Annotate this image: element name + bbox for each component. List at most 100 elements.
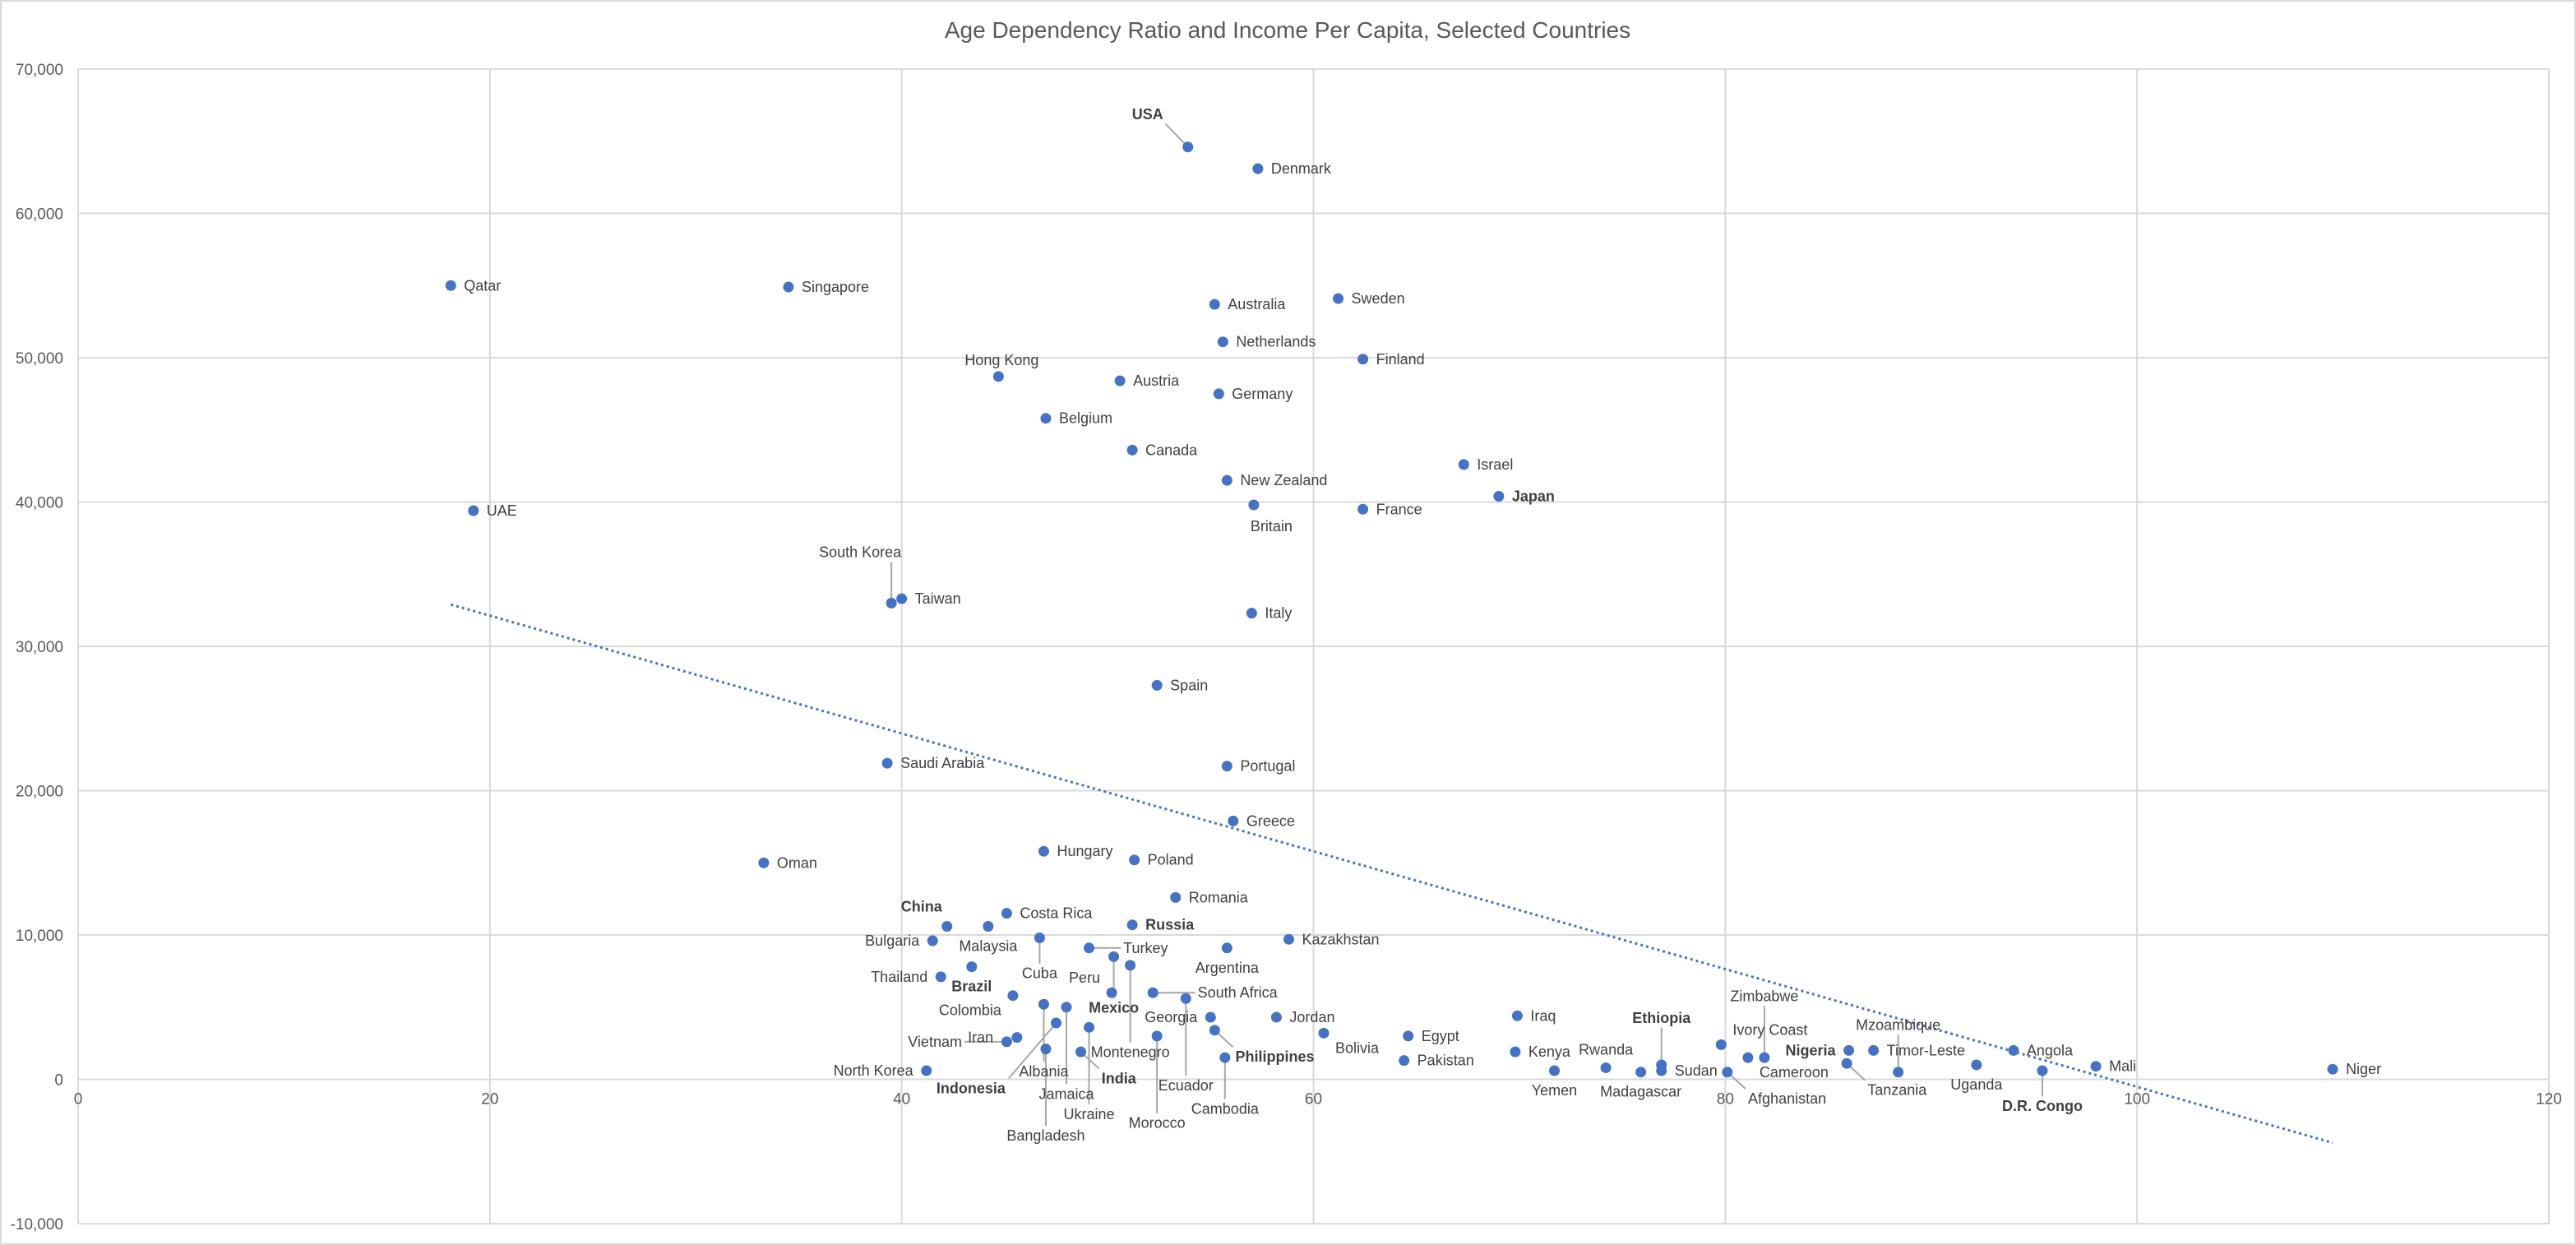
y-tick-label: 30,000 (16, 639, 63, 656)
data-point (1011, 1032, 1023, 1044)
data-label: Taiwan (915, 590, 961, 607)
data-point (1001, 908, 1012, 919)
data-label: Sweden (1352, 290, 1405, 307)
data-point (1182, 141, 1194, 153)
data-label: Italy (1265, 605, 1292, 622)
y-tick-label: 40,000 (16, 495, 63, 512)
data-label: Colombia (939, 1002, 1002, 1019)
data-point (1759, 1052, 1770, 1063)
data-point (1493, 490, 1505, 502)
data-point (886, 597, 897, 609)
data-label: Greece (1246, 812, 1295, 829)
data-label: Jamaica (1038, 1085, 1094, 1102)
data-point (1170, 891, 1182, 903)
data-label: Rwanda (1579, 1041, 1634, 1058)
gridlines (77, 68, 2550, 1224)
data-point (1221, 474, 1233, 486)
data-label: Cameroon (1760, 1064, 1829, 1081)
chart-title: Age Dependency Ratio and Income Per Capi… (945, 17, 1630, 43)
data-label: Canada (1145, 442, 1198, 458)
data-point (1843, 1044, 1855, 1056)
data-label: India (1102, 1071, 1137, 1087)
data-label: New Zealand (1240, 472, 1327, 488)
data-point (1151, 1030, 1163, 1042)
x-tick-label: 100 (2124, 1091, 2150, 1108)
data-point (935, 971, 946, 983)
data-label: Albania (1019, 1063, 1069, 1080)
data-label: Malaysia (959, 937, 1018, 954)
data-point (1893, 1067, 1904, 1078)
data-point (1038, 845, 1049, 857)
data-point (1971, 1059, 1982, 1071)
data-label: Peru (1069, 970, 1100, 986)
x-tick-label: 80 (1717, 1091, 1734, 1108)
data-label: Finland (1376, 351, 1425, 368)
data-label: South Africa (1198, 984, 1279, 1001)
data-point (1125, 960, 1136, 971)
data-label: Portugal (1240, 758, 1295, 775)
data-label: UAE (487, 502, 517, 519)
data-point (1715, 1039, 1727, 1050)
data-point (2090, 1061, 2102, 1072)
data-label: Cuba (1022, 965, 1058, 982)
data-label: Morocco (1129, 1114, 1186, 1131)
data-label: Uganda (1950, 1076, 2003, 1093)
data-label: Vietnam (908, 1034, 962, 1050)
data-label: Poland (1148, 852, 1194, 868)
data-label: Russia (1145, 917, 1195, 933)
data-point (1151, 679, 1163, 691)
y-tick-label: -10,000 (11, 1216, 63, 1233)
data-label: Oman (777, 854, 817, 871)
data-point (1007, 990, 1019, 1002)
data-label: Cambodia (1191, 1101, 1260, 1118)
data-label: Ivory Coast (1732, 1021, 1807, 1038)
data-label: Afghanistan (1748, 1090, 1826, 1107)
data-point (1061, 1002, 1072, 1013)
data-point (1180, 993, 1191, 1004)
data-label: Turkey (1123, 940, 1168, 956)
data-label: Bangladesh (1006, 1127, 1085, 1144)
data-label: Ecuador (1159, 1077, 1214, 1094)
data-label: Niger (2346, 1061, 2381, 1077)
data-point (1246, 608, 1257, 619)
data-point (1001, 1036, 1012, 1048)
data-point (1084, 1021, 1095, 1033)
data-label: Kenya (1528, 1044, 1571, 1060)
data-label: USA (1132, 106, 1163, 123)
data-point (896, 593, 908, 604)
data-point (468, 505, 479, 516)
data-point (1114, 375, 1126, 386)
data-point (2008, 1044, 2019, 1056)
data-label: China (901, 898, 943, 914)
data-point (1217, 336, 1228, 348)
data-label: Mali (2109, 1058, 2136, 1075)
data-label: Timor-Leste (1887, 1042, 1965, 1058)
data-label: Montenegro (1091, 1044, 1170, 1060)
data-label: Jordan (1289, 1009, 1334, 1025)
data-labels: USA Denmark Qatar Singapore Australia Sweden N… (464, 106, 2381, 1144)
data-label: Denmark (1271, 160, 1332, 177)
data-point (983, 920, 994, 932)
data-label: Zimbabwe (1730, 988, 1798, 1004)
data-point (1458, 459, 1469, 470)
data-point (1510, 1046, 1521, 1058)
data-label: Egypt (1422, 1028, 1459, 1044)
x-tick-label: 120 (2536, 1091, 2562, 1108)
data-label: Saudi Arabia (900, 755, 985, 771)
data-label: Austria (1133, 373, 1180, 389)
data-label: Belgium (1059, 410, 1112, 427)
data-point (1333, 293, 1344, 304)
y-tick-label: 0 (54, 1072, 63, 1090)
data-point (1548, 1065, 1560, 1076)
x-tick-label: 0 (74, 1091, 83, 1108)
data-label: North Korea (834, 1062, 914, 1079)
data-point (1209, 1025, 1220, 1036)
x-tick-label: 20 (481, 1091, 498, 1108)
data-point (1209, 299, 1220, 310)
data-point (1040, 413, 1052, 424)
data-point (1270, 1011, 1282, 1023)
data-point (992, 371, 1004, 382)
data-point (1126, 444, 1138, 456)
data-label: Britain (1251, 518, 1293, 535)
data-point (2327, 1063, 2338, 1075)
